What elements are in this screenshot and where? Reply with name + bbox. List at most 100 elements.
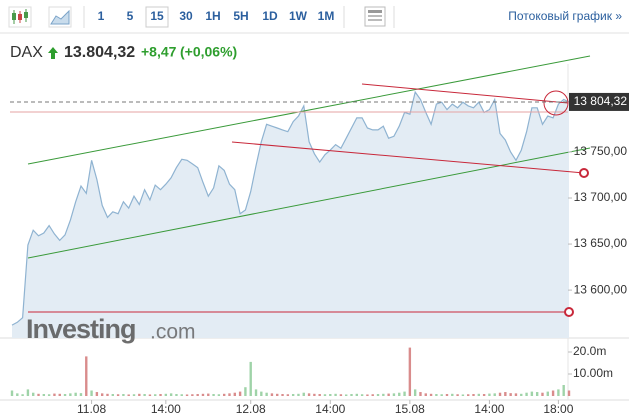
- volume-bar: [127, 394, 130, 396]
- volume-bar: [106, 393, 109, 396]
- volume-bar: [313, 393, 316, 396]
- y-tick-label: 13 600,00: [574, 282, 628, 296]
- volume-bar: [270, 393, 274, 396]
- volume-bar: [302, 392, 305, 396]
- interval-button[interactable]: 1M: [318, 9, 335, 23]
- x-tick-label: 14:00: [151, 402, 181, 416]
- volume-bar: [148, 394, 152, 396]
- x-tick-label: 18:00: [543, 402, 573, 416]
- volume-bar: [398, 392, 401, 396]
- settings-icon[interactable]: [364, 6, 386, 27]
- volume-bar: [360, 394, 364, 396]
- volume-bar: [371, 394, 374, 396]
- area-icon[interactable]: [48, 6, 72, 28]
- icon-body: [18, 14, 22, 20]
- volume-bar: [63, 394, 67, 396]
- volume-bar: [74, 392, 77, 396]
- candle-icon[interactable]: [8, 6, 32, 28]
- volume-bar: [164, 393, 168, 396]
- volume-bar: [16, 393, 19, 396]
- watermark-brand: Investing: [26, 314, 136, 344]
- volume-bar: [345, 394, 348, 396]
- volume-bar: [403, 391, 406, 396]
- volume-bar: [382, 393, 385, 396]
- volume-bar: [265, 392, 268, 396]
- volume-bar: [355, 393, 359, 396]
- interval-button[interactable]: 5H: [233, 9, 248, 23]
- volume-bar: [429, 393, 433, 396]
- x-tick-label: 12.08: [236, 402, 266, 416]
- interval-button[interactable]: 30: [179, 9, 193, 23]
- trend-line: [361, 83, 569, 104]
- volume-bar: [488, 393, 491, 396]
- volume-bar: [32, 392, 35, 396]
- volume-bar: [562, 384, 565, 396]
- volume-bar: [424, 393, 427, 396]
- volume-bar: [461, 394, 465, 396]
- volume-bar: [254, 389, 258, 396]
- volume-bar: [10, 390, 14, 396]
- volume-bar: [419, 392, 422, 396]
- active-interval: [145, 6, 169, 28]
- volume-bar: [477, 393, 481, 396]
- volume-bar: [111, 394, 114, 396]
- interval-button[interactable]: 1D: [262, 9, 278, 23]
- interval-button[interactable]: 1W: [289, 9, 308, 23]
- volume-bar: [21, 394, 24, 396]
- volume-bar: [456, 394, 459, 396]
- volume-bar: [276, 393, 279, 396]
- volume-bar: [493, 393, 496, 396]
- y-tick-label: 10.00m: [573, 366, 613, 380]
- volume-bar: [297, 393, 300, 396]
- icon-bar: [368, 10, 382, 13]
- volume-bar: [307, 393, 311, 396]
- volume-bar: [79, 393, 83, 396]
- volume-bar: [143, 394, 146, 396]
- interval-button[interactable]: 15: [150, 9, 164, 23]
- streaming-link[interactable]: Потоковый график »: [508, 9, 622, 23]
- watermark: Investing .com: [26, 314, 196, 344]
- watermark-suffix: .com: [150, 321, 196, 344]
- volume-bar: [413, 389, 417, 396]
- y-tick-label: 20.0m: [573, 344, 606, 358]
- icon-bar: [368, 15, 382, 17]
- x-tick-label: 15.08: [395, 402, 425, 416]
- interval-button[interactable]: 1H: [205, 9, 220, 23]
- volume-bar: [445, 394, 449, 396]
- volume-bar: [191, 394, 194, 396]
- volume-bar: [212, 394, 215, 396]
- interval-button[interactable]: 5: [127, 9, 134, 23]
- volume-bar: [546, 391, 549, 396]
- volume-bar: [69, 393, 72, 396]
- handle: [564, 307, 574, 317]
- volume-bar: [249, 361, 252, 396]
- volume-bar: [350, 394, 353, 396]
- trend-line: [231, 141, 585, 174]
- volume-bar: [557, 389, 560, 396]
- volume-bar: [180, 394, 183, 396]
- volume-bar: [530, 391, 534, 396]
- volume-bar: [244, 387, 247, 396]
- volume-bar: [222, 393, 226, 396]
- icon-body: [12, 13, 16, 20]
- interval-button[interactable]: 1: [98, 9, 105, 23]
- volume-bar: [440, 394, 443, 396]
- volume-bar: [169, 393, 173, 396]
- volume-bar: [154, 394, 157, 396]
- volume-bar: [95, 392, 99, 396]
- volume-bar: [85, 356, 88, 396]
- change-percent: (+0,06%): [180, 44, 237, 60]
- icon-area: [50, 9, 70, 25]
- volume-bar: [238, 391, 242, 396]
- volume-bar: [217, 394, 221, 396]
- y-tick-label: 13 650,00: [574, 236, 628, 250]
- y-tick-label: 13 700,00: [574, 190, 628, 204]
- volume-bar: [366, 394, 369, 396]
- volume-bar: [37, 393, 40, 396]
- volume-bar: [567, 390, 571, 396]
- volume-bar: [122, 394, 125, 396]
- volume-bar: [525, 392, 528, 396]
- volume-bar: [42, 394, 46, 396]
- volume-bar: [498, 392, 502, 396]
